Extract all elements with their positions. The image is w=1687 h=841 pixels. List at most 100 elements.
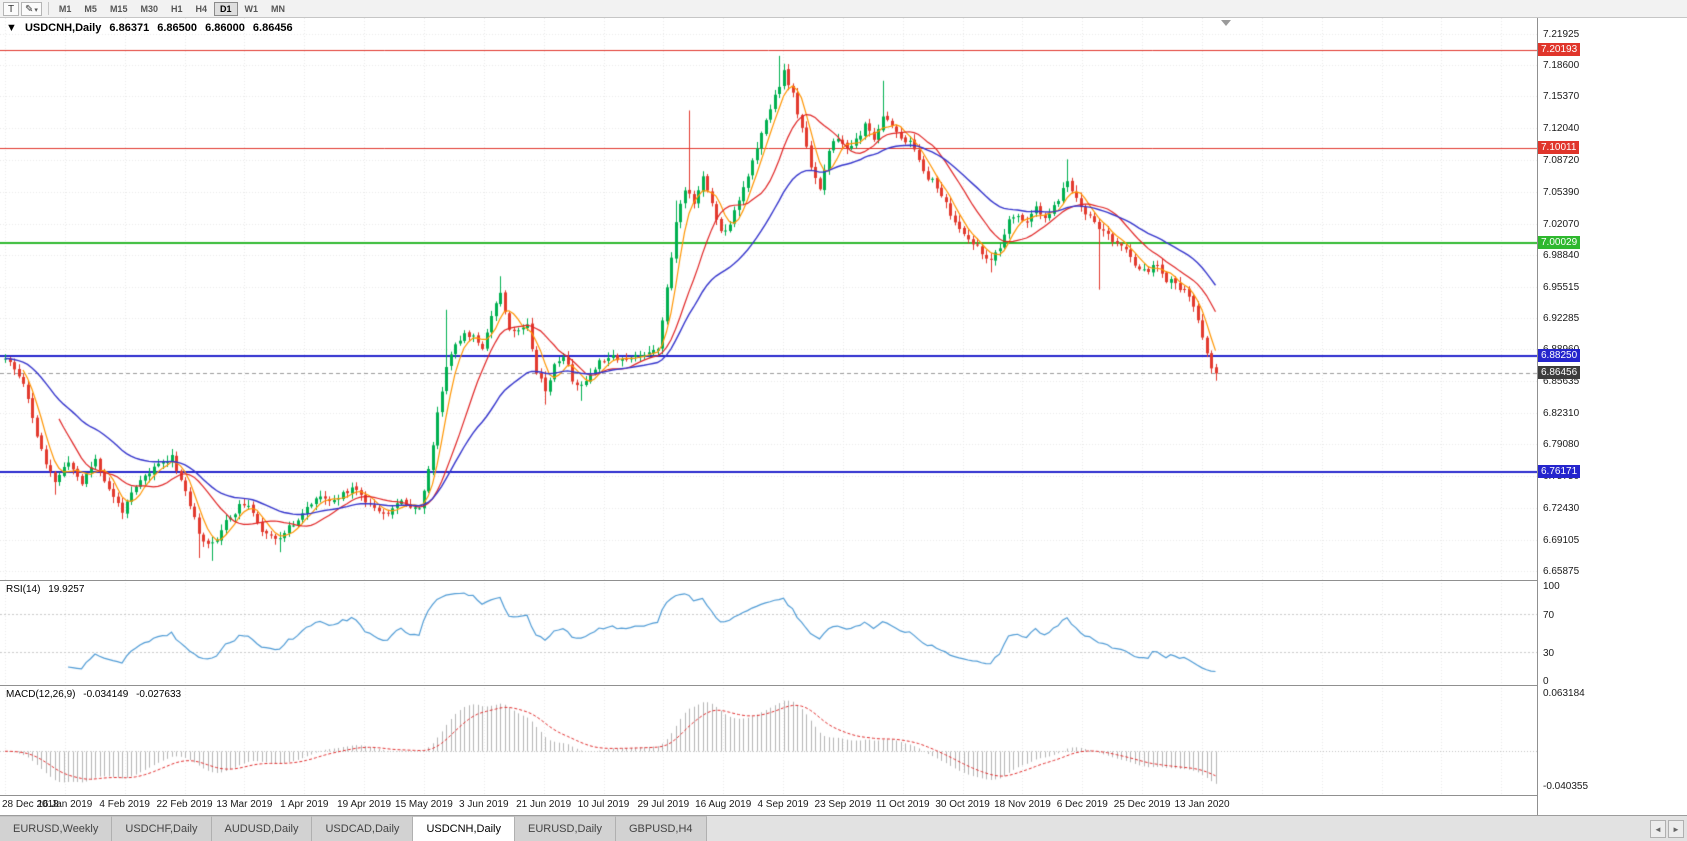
collapse-chart-icon[interactable]: ▼: [6, 22, 17, 34]
timeframe-button-m30[interactable]: M30: [140, 3, 158, 14]
price-axis-label: 6.72430: [1543, 502, 1580, 514]
time-axis[interactable]: 28 Dec 2018 16 Jan 2019 4 Feb 2019 22 Feb 2…: [0, 795, 1537, 815]
price-chart-canvas[interactable]: [0, 18, 1537, 580]
ohlc-close: 6.86456: [252, 22, 293, 34]
ohlc-open: 6.86371: [109, 22, 150, 34]
date-axis-label: 4 Feb 2019: [99, 799, 150, 810]
macd-signal-value: -0.027633: [136, 689, 182, 700]
rsi-label: RSI(14) 19.9257: [6, 584, 89, 595]
pane-separator[interactable]: [0, 580, 1687, 581]
chart-tab-usdcad-daily[interactable]: USDCAD,Daily: [312, 816, 414, 841]
rsi-axis-label: 70: [1543, 609, 1555, 621]
price-axis-label: 6.92285: [1543, 312, 1580, 324]
rsi-axis-label: 0: [1543, 676, 1549, 687]
date-axis-label: 13 Mar 2019: [216, 799, 273, 810]
timeframe-button-w1[interactable]: W1: [244, 3, 259, 14]
timeframe-button-h4[interactable]: H4: [195, 3, 207, 14]
date-axis-label: 4 Sep 2019: [757, 799, 809, 810]
pane-separator[interactable]: [0, 685, 1687, 686]
tab-scrollers: ◄ ►: [1648, 816, 1687, 841]
date-axis-label: 19 Apr 2019: [337, 799, 392, 810]
chart-tabs: EURUSD,Weekly USDCHF,Daily AUDUSD,Daily USD…: [0, 816, 707, 841]
date-axis-label: 22 Feb 2019: [156, 799, 213, 810]
chart-tab-usdchf-daily[interactable]: USDCHF,Daily: [112, 816, 212, 841]
timeframe-button-mn[interactable]: MN: [271, 3, 286, 14]
bid-price-box: 6.86456: [1538, 366, 1581, 380]
tabs-scroll-left-button[interactable]: ◄: [1650, 819, 1666, 838]
date-axis-label: 30 Oct 2019: [935, 799, 990, 810]
price-axis-label: 6.69105: [1543, 534, 1580, 546]
price-axis-label: 6.82310: [1543, 408, 1580, 420]
date-axis-label: 28 Dec 2018: [2, 799, 59, 810]
level-price-box[interactable]: 6.88250: [1538, 349, 1581, 363]
chevron-down-icon: ▾: [34, 6, 38, 14]
price-axis-label: 7.18600: [1543, 60, 1580, 72]
price-axis-label: 6.95515: [1543, 281, 1580, 293]
chart-shift-marker[interactable]: [1220, 20, 1231, 26]
chart-title: ▼ USDCNH,Daily 6.86371 6.86500 6.86000 6…: [6, 22, 298, 34]
macd-indicator-canvas[interactable]: [0, 685, 1537, 795]
timeframe-toolbar: M1 M5 M15 M30 H1 H4 D1 W1 MN: [53, 1, 292, 16]
date-axis-label: 15 May 2019: [395, 799, 453, 810]
rsi-value: 19.9257: [48, 584, 85, 595]
date-axis-label: 29 Jul 2019: [637, 799, 690, 810]
time-axis-separator: [0, 795, 1687, 796]
price-axis[interactable]: 7.21925 7.18600 7.15370 7.12040 7.08720 7.053…: [1537, 18, 1687, 815]
price-axis-label: 7.21925: [1543, 28, 1580, 40]
level-price-box[interactable]: 7.20193: [1538, 43, 1581, 57]
date-axis-label: 1 Apr 2019: [280, 799, 329, 810]
price-axis-label: 7.05390: [1543, 187, 1580, 198]
rsi-axis-label: 100: [1543, 581, 1560, 592]
chart-tab-gbpusd-h4[interactable]: GBPUSD,H4: [615, 816, 707, 841]
rsi-indicator-canvas[interactable]: [0, 580, 1537, 685]
chart-window[interactable]: ▼ USDCNH,Daily 6.86371 6.86500 6.86000 6…: [0, 18, 1687, 815]
price-axis-label: 6.79080: [1543, 439, 1580, 451]
timeframe-button-m15[interactable]: M15: [109, 3, 128, 14]
price-axis-label: 7.15370: [1543, 91, 1580, 103]
text-tool-button[interactable]: T: [3, 1, 19, 16]
price-axis-label: 7.02070: [1543, 218, 1580, 230]
chart-symbol: USDCNH,Daily: [24, 22, 102, 34]
tabs-scroll-right-button[interactable]: ►: [1668, 819, 1684, 838]
macd-axis-label: 0.063184: [1543, 688, 1585, 699]
date-axis-label: 18 Nov 2019: [994, 799, 1051, 810]
timeframe-button-m5[interactable]: M5: [84, 3, 97, 14]
date-axis-label: 6 Dec 2019: [1056, 799, 1108, 810]
date-axis-label: 13 Jan 2020: [1174, 799, 1230, 810]
draw-tool-button[interactable]: ✎▾: [21, 1, 42, 16]
price-axis-label: 7.08720: [1543, 155, 1580, 167]
date-axis-label: 3 Jun 2019: [459, 799, 509, 810]
date-axis-label: 11 Oct 2019: [875, 799, 930, 810]
price-axis-label: 6.65875: [1543, 565, 1580, 577]
level-price-box[interactable]: 7.00029: [1538, 236, 1581, 250]
rsi-name: RSI(14): [6, 584, 41, 595]
macd-name: MACD(12,26,9): [6, 689, 76, 700]
date-axis-label: 16 Aug 2019: [695, 799, 752, 810]
pencil-icon: ✎: [25, 3, 34, 15]
date-axis-label: 16 Jan 2019: [37, 799, 93, 810]
ohlc-low: 6.86000: [205, 22, 245, 34]
toolbar-separator: [47, 2, 49, 15]
price-axis-label: 7.12040: [1543, 123, 1580, 135]
timeframe-button-m1[interactable]: M1: [58, 3, 72, 14]
date-axis-label: 25 Dec 2019: [1113, 799, 1171, 810]
toolbar: T ✎▾ M1 M5 M15 M30 H1 H4 D1 W1 MN: [0, 0, 1687, 18]
chart-tab-eurusd-weekly[interactable]: EURUSD,Weekly: [0, 816, 113, 841]
ohlc-high: 6.86500: [157, 22, 198, 34]
price-axis-label: 6.98840: [1543, 249, 1580, 261]
chart-tab-usdcnh-daily[interactable]: USDCNH,Daily: [413, 816, 515, 841]
date-axis-label: 10 Jul 2019: [577, 799, 630, 810]
chart-tab-audusd-daily[interactable]: AUDUSD,Daily: [211, 816, 313, 841]
date-axis-label: 23 Sep 2019: [814, 799, 872, 810]
rsi-axis-label: 30: [1543, 647, 1555, 659]
macd-value: -0.034149: [83, 689, 129, 700]
chart-tab-eurusd-daily[interactable]: EURUSD,Daily: [515, 816, 616, 841]
level-price-box[interactable]: 7.10011: [1538, 140, 1580, 154]
level-price-box[interactable]: 6.76171: [1538, 464, 1581, 478]
chart-tabs-bar: EURUSD,Weekly USDCHF,Daily AUDUSD,Daily USD…: [0, 815, 1687, 841]
price-axis-label: 6.85635: [1543, 376, 1580, 388]
date-axis-label: 21 Jun 2019: [516, 799, 572, 810]
timeframe-button-d1[interactable]: D1: [214, 1, 238, 16]
macd-label: MACD(12,26,9) -0.034149 -0.027633: [6, 689, 186, 700]
timeframe-button-h1[interactable]: H1: [170, 3, 183, 14]
